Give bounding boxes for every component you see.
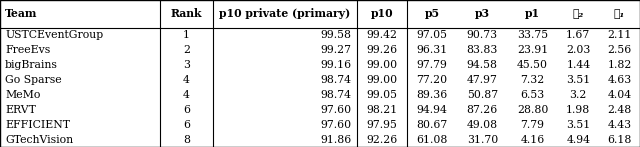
- Text: 4: 4: [183, 90, 190, 100]
- Text: ℓ₂: ℓ₂: [573, 9, 584, 19]
- Text: 7.79: 7.79: [520, 120, 545, 130]
- Text: 94.94: 94.94: [417, 105, 447, 115]
- Text: 2.56: 2.56: [607, 45, 632, 55]
- Text: 99.00: 99.00: [366, 75, 397, 85]
- Text: USTCEventGroup: USTCEventGroup: [5, 30, 104, 40]
- Text: 1.67: 1.67: [566, 30, 591, 40]
- Text: 2.48: 2.48: [607, 105, 632, 115]
- Text: EFFICIENT: EFFICIENT: [5, 120, 70, 130]
- Text: 87.26: 87.26: [467, 105, 498, 115]
- Text: 28.80: 28.80: [517, 105, 548, 115]
- Text: 7.32: 7.32: [520, 75, 545, 85]
- Text: 99.26: 99.26: [366, 45, 397, 55]
- Text: 83.83: 83.83: [467, 45, 498, 55]
- Text: 4.94: 4.94: [566, 135, 590, 145]
- Text: 8: 8: [183, 135, 190, 145]
- Text: 99.58: 99.58: [321, 30, 351, 40]
- Text: 4.16: 4.16: [520, 135, 545, 145]
- Text: 6.18: 6.18: [607, 135, 632, 145]
- Text: ℓ₁: ℓ₁: [614, 9, 625, 19]
- Text: 3.2: 3.2: [570, 90, 587, 100]
- Text: 97.60: 97.60: [321, 120, 351, 130]
- Text: 1.98: 1.98: [566, 105, 591, 115]
- Text: 90.73: 90.73: [467, 30, 498, 40]
- Text: Go Sparse: Go Sparse: [5, 75, 61, 85]
- Text: 3: 3: [183, 60, 190, 70]
- Text: 80.67: 80.67: [417, 120, 447, 130]
- Text: p3: p3: [475, 9, 490, 19]
- Text: 3.51: 3.51: [566, 120, 591, 130]
- Text: 99.27: 99.27: [321, 45, 351, 55]
- Text: 94.58: 94.58: [467, 60, 498, 70]
- Text: 1.82: 1.82: [607, 60, 632, 70]
- Text: 4.04: 4.04: [607, 90, 632, 100]
- Text: Rank: Rank: [171, 9, 202, 19]
- Text: 97.79: 97.79: [417, 60, 447, 70]
- Text: 97.05: 97.05: [417, 30, 447, 40]
- Text: 50.87: 50.87: [467, 90, 498, 100]
- Text: 47.97: 47.97: [467, 75, 498, 85]
- Text: 61.08: 61.08: [416, 135, 448, 145]
- Text: 6: 6: [183, 120, 190, 130]
- Text: 89.36: 89.36: [417, 90, 447, 100]
- Text: Team: Team: [5, 9, 38, 19]
- Text: 98.74: 98.74: [321, 75, 351, 85]
- Text: 31.70: 31.70: [467, 135, 498, 145]
- Text: bigBrains: bigBrains: [5, 60, 58, 70]
- Text: 91.86: 91.86: [320, 135, 351, 145]
- Text: p5: p5: [424, 9, 440, 19]
- Text: 97.95: 97.95: [366, 120, 397, 130]
- Text: 2.03: 2.03: [566, 45, 591, 55]
- Text: 6.53: 6.53: [520, 90, 545, 100]
- Text: FreeEvs: FreeEvs: [5, 45, 51, 55]
- Text: p10 private (primary): p10 private (primary): [219, 9, 351, 19]
- Text: 4: 4: [183, 75, 190, 85]
- Text: GTechVision: GTechVision: [5, 135, 73, 145]
- Text: 33.75: 33.75: [517, 30, 548, 40]
- Text: ERVT: ERVT: [5, 105, 36, 115]
- Text: 23.91: 23.91: [517, 45, 548, 55]
- Text: 98.74: 98.74: [321, 90, 351, 100]
- Text: 97.60: 97.60: [321, 105, 351, 115]
- Text: 99.00: 99.00: [366, 60, 397, 70]
- Text: 92.26: 92.26: [366, 135, 397, 145]
- Text: 99.16: 99.16: [321, 60, 351, 70]
- Text: p1: p1: [525, 9, 540, 19]
- Text: 3.51: 3.51: [566, 75, 591, 85]
- Text: 98.21: 98.21: [366, 105, 397, 115]
- Text: 99.42: 99.42: [366, 30, 397, 40]
- Text: 2: 2: [183, 45, 190, 55]
- Text: p10: p10: [371, 9, 393, 19]
- Text: 1: 1: [183, 30, 190, 40]
- Text: 99.05: 99.05: [366, 90, 397, 100]
- Text: 49.08: 49.08: [467, 120, 498, 130]
- Text: 6: 6: [183, 105, 190, 115]
- Text: 77.20: 77.20: [417, 75, 447, 85]
- Text: 4.43: 4.43: [607, 120, 632, 130]
- Text: 4.63: 4.63: [607, 75, 632, 85]
- Text: 1.44: 1.44: [566, 60, 590, 70]
- Text: 45.50: 45.50: [517, 60, 548, 70]
- Text: 2.11: 2.11: [607, 30, 632, 40]
- Text: 96.31: 96.31: [417, 45, 447, 55]
- Text: MeMo: MeMo: [5, 90, 40, 100]
